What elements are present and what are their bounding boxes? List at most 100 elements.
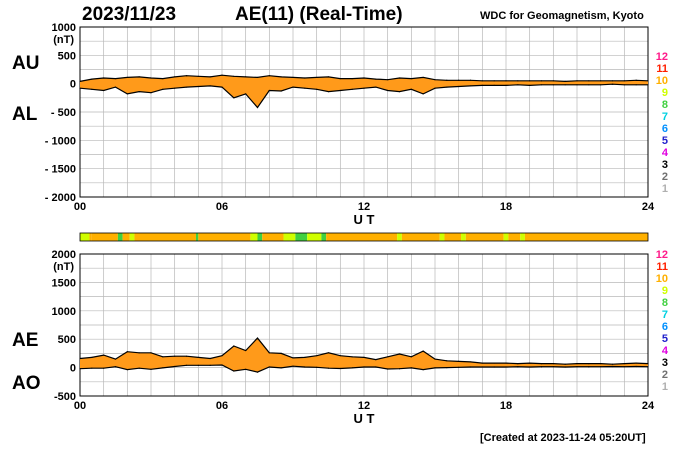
data-point-ao [114,366,117,368]
station-bar-segment [520,233,525,241]
station-legend-label: 5 [662,135,668,147]
data-point-au [458,79,460,81]
data-point-ao [351,367,353,369]
data-point-ae [387,356,389,358]
data-point-al [481,84,483,86]
data-point-ae [351,356,353,358]
data-point-ae [245,349,247,352]
ao-label: AO [12,373,41,394]
data-point-ae [209,357,211,360]
data-point-ae [185,355,188,357]
data-point-au [481,80,483,82]
data-point-ao [162,367,164,369]
data-point-al [209,85,211,87]
data-point-ae [256,337,259,339]
station-bar-segment [321,233,327,241]
data-point-au [398,77,401,79]
data-point-al [529,84,531,86]
data-point-ae [375,359,377,361]
data-point-al [245,93,247,95]
data-point-ae [197,356,199,358]
data-point-al [493,84,495,86]
header-source: WDC for Geomagnetism, Kyoto [480,10,644,22]
data-point-ae [363,356,365,358]
data-point-al [434,87,436,89]
station-legend-label: 8 [662,297,668,309]
station-legend-label: 11 [656,63,668,75]
data-point-al [635,84,637,86]
station-bar-segment [195,233,199,241]
station-legend-label: 5 [662,333,668,345]
data-point-ao [493,366,495,368]
data-point-ae [540,363,543,365]
data-point-au [197,75,199,77]
data-point-au [600,80,602,82]
data-point-ae [600,363,602,365]
data-point-au [375,78,377,80]
data-point-ae [126,351,128,353]
data-point-ao [505,366,507,368]
station-legend-label: 11 [656,261,668,273]
data-point-ao [91,367,93,369]
station-legend-label: 4 [662,147,669,159]
data-point-au [505,80,507,82]
data-point-ao [434,367,436,369]
data-point-au [185,75,188,77]
data-point-ao [398,368,401,370]
data-point-au [564,80,566,82]
station-bar-segment [129,233,135,241]
data-point-au [517,80,519,82]
data-point-ae [517,363,519,365]
data-point-ae [138,352,140,354]
data-point-ae [398,353,401,355]
data-point-ao [79,368,81,370]
x-tick-label: 12 [358,201,370,213]
data-point-al [540,84,543,86]
data-point-au [623,80,625,82]
station-legend-label: 3 [662,357,668,369]
data-point-ao [185,364,188,366]
data-point-al [162,88,164,90]
station-legend-label: 2 [662,369,668,381]
station-bar-segment [283,233,296,241]
data-point-al [446,86,448,88]
data-point-ae [529,362,531,364]
station-legend-label: 8 [662,99,668,111]
station-legend-label: 6 [662,123,668,135]
data-point-au [387,79,389,81]
data-point-ae [233,345,235,347]
y-tick-label: - 500 [51,107,76,119]
station-bar-segment [461,233,466,241]
y-tick-label: 0 [70,79,76,91]
station-bar-segment [524,233,648,241]
data-point-au [588,80,590,82]
header-title: AE(11) (Real-Time) [235,4,403,25]
station-legend-label: 10 [656,273,668,285]
data-point-au [174,76,176,78]
ae-label: AE [12,330,39,351]
au-label: AU [12,53,40,74]
data-point-ae [458,360,460,362]
data-point-ao [552,366,554,368]
data-point-al [458,85,460,88]
station-legend-label: 1 [662,183,668,195]
data-point-al [304,87,306,89]
x-tick-label: 24 [642,201,655,213]
data-point-ao [304,366,306,368]
data-point-ao [517,366,519,368]
data-point-ao [481,366,483,368]
data-point-al [126,93,128,95]
x-tick-label: 06 [216,400,228,412]
data-point-au [434,79,436,81]
data-point-ao [387,368,389,370]
station-bar-segment [439,233,445,241]
data-point-ao [256,371,259,373]
station-legend-label: 12 [656,51,668,63]
data-point-au [469,79,472,81]
station-bar-segment [326,233,398,241]
data-point-al [469,85,472,87]
data-point-al [233,97,235,99]
x-axis-title: U T [354,411,375,426]
data-point-ao [611,365,614,368]
